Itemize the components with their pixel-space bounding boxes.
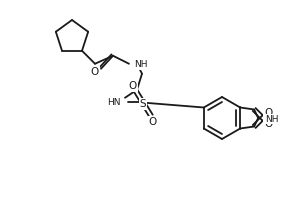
Text: NH: NH bbox=[265, 114, 279, 123]
Text: O: O bbox=[264, 119, 272, 130]
Text: O: O bbox=[129, 81, 137, 91]
Text: S: S bbox=[140, 99, 146, 109]
Text: O: O bbox=[91, 67, 99, 77]
Text: O: O bbox=[149, 117, 157, 127]
Text: HN: HN bbox=[107, 98, 121, 107]
Text: NH: NH bbox=[134, 60, 148, 69]
Text: O: O bbox=[264, 108, 272, 118]
